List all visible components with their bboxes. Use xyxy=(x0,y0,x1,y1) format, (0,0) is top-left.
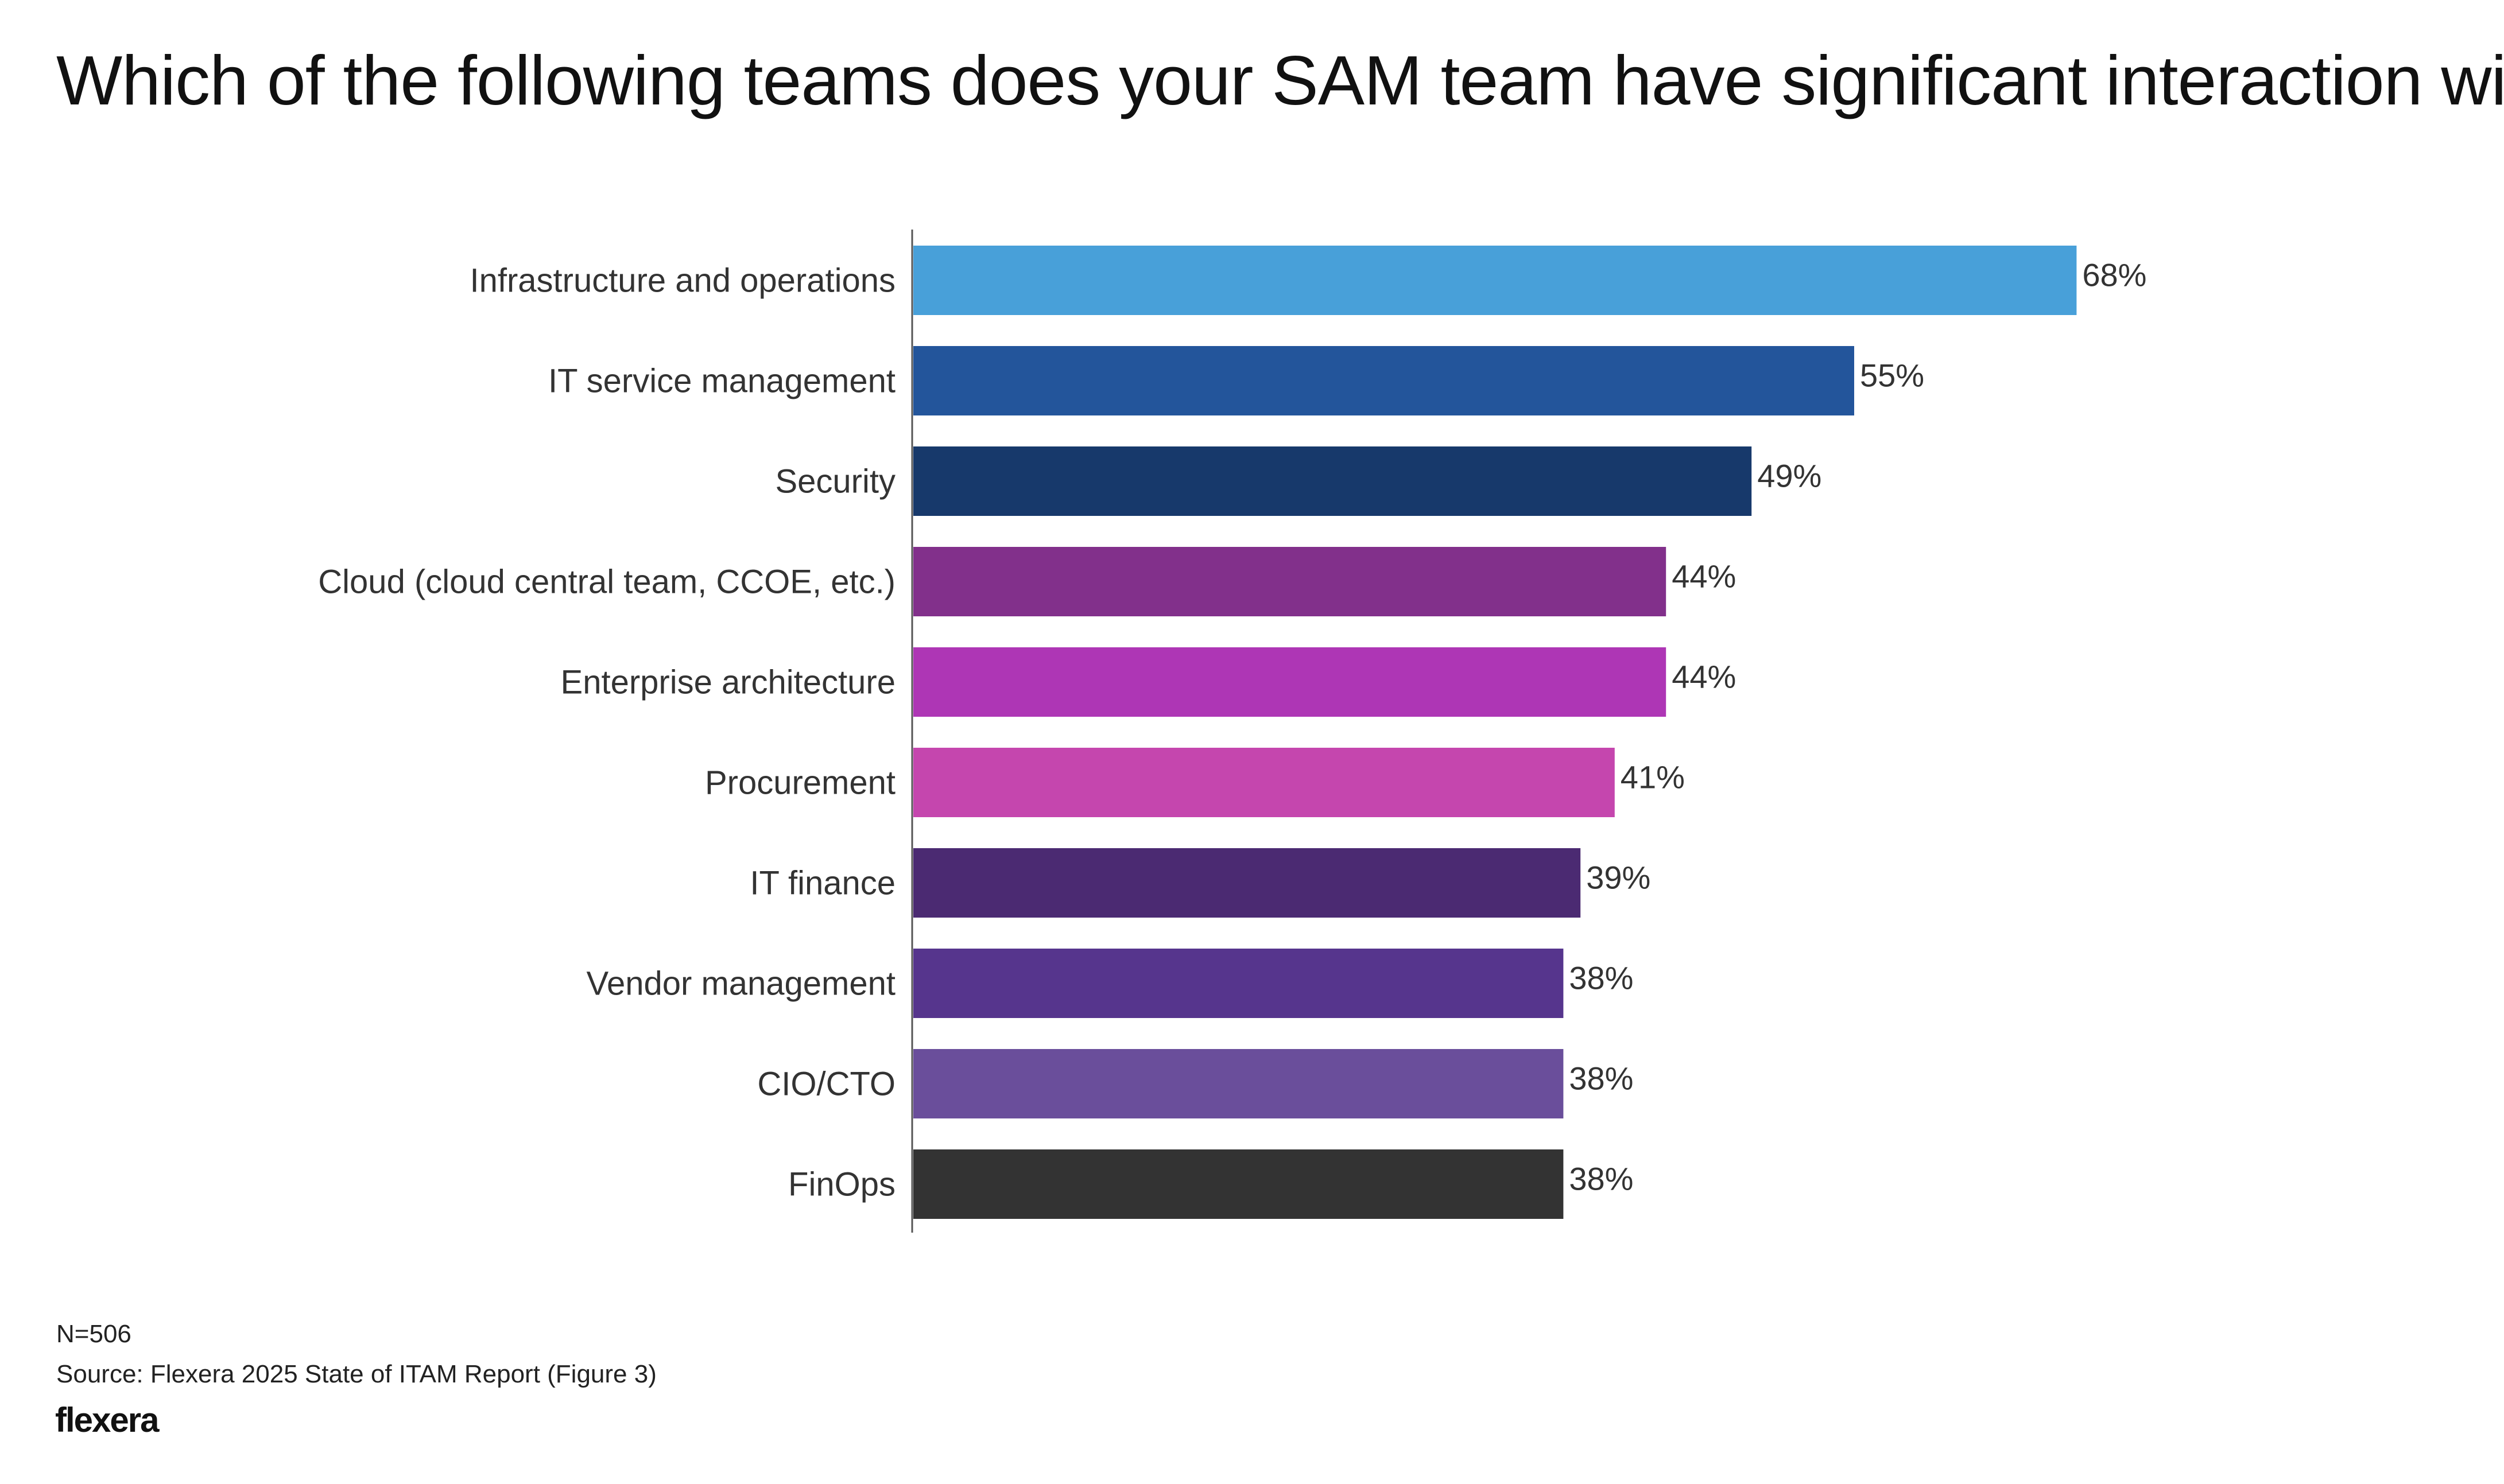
bar xyxy=(913,848,1581,918)
value-label: 55% xyxy=(1860,358,1924,394)
category-label: Cloud (cloud central team, CCOE, etc.) xyxy=(318,564,896,601)
value-label: 38% xyxy=(1569,960,1633,996)
value-label: 38% xyxy=(1569,1161,1633,1197)
category-label: CIO/CTO xyxy=(757,1066,896,1103)
category-label: Procurement xyxy=(705,764,896,802)
bar xyxy=(913,647,1666,717)
chart-title: Which of the following teams does your S… xyxy=(56,41,2504,119)
value-label: 41% xyxy=(1621,759,1685,795)
value-label: 39% xyxy=(1586,860,1650,896)
bar xyxy=(913,246,2077,315)
source-note: Source: Flexera 2025 State of ITAM Repor… xyxy=(56,1360,657,1388)
value-label: 68% xyxy=(2082,257,2146,293)
bar xyxy=(913,748,1615,817)
bar xyxy=(913,446,1752,516)
bar xyxy=(913,1049,1564,1118)
value-label: 44% xyxy=(1672,659,1736,695)
bar xyxy=(913,949,1564,1018)
bar xyxy=(913,547,1666,616)
bar xyxy=(913,346,1854,415)
flexera-logo: flexera xyxy=(55,1401,159,1439)
value-label: 49% xyxy=(1757,458,1821,494)
value-label: 38% xyxy=(1569,1060,1633,1097)
bar xyxy=(913,1149,1564,1219)
category-label: Enterprise architecture xyxy=(561,664,896,701)
category-label: IT finance xyxy=(750,865,896,902)
sample-size-note: N=506 xyxy=(56,1320,131,1348)
value-label: 44% xyxy=(1672,558,1736,595)
category-label: Security xyxy=(775,463,896,500)
category-label: FinOps xyxy=(788,1166,896,1203)
category-label: Infrastructure and operations xyxy=(470,262,896,300)
category-label: IT service management xyxy=(548,363,896,400)
category-label: Vendor management xyxy=(587,965,896,1003)
